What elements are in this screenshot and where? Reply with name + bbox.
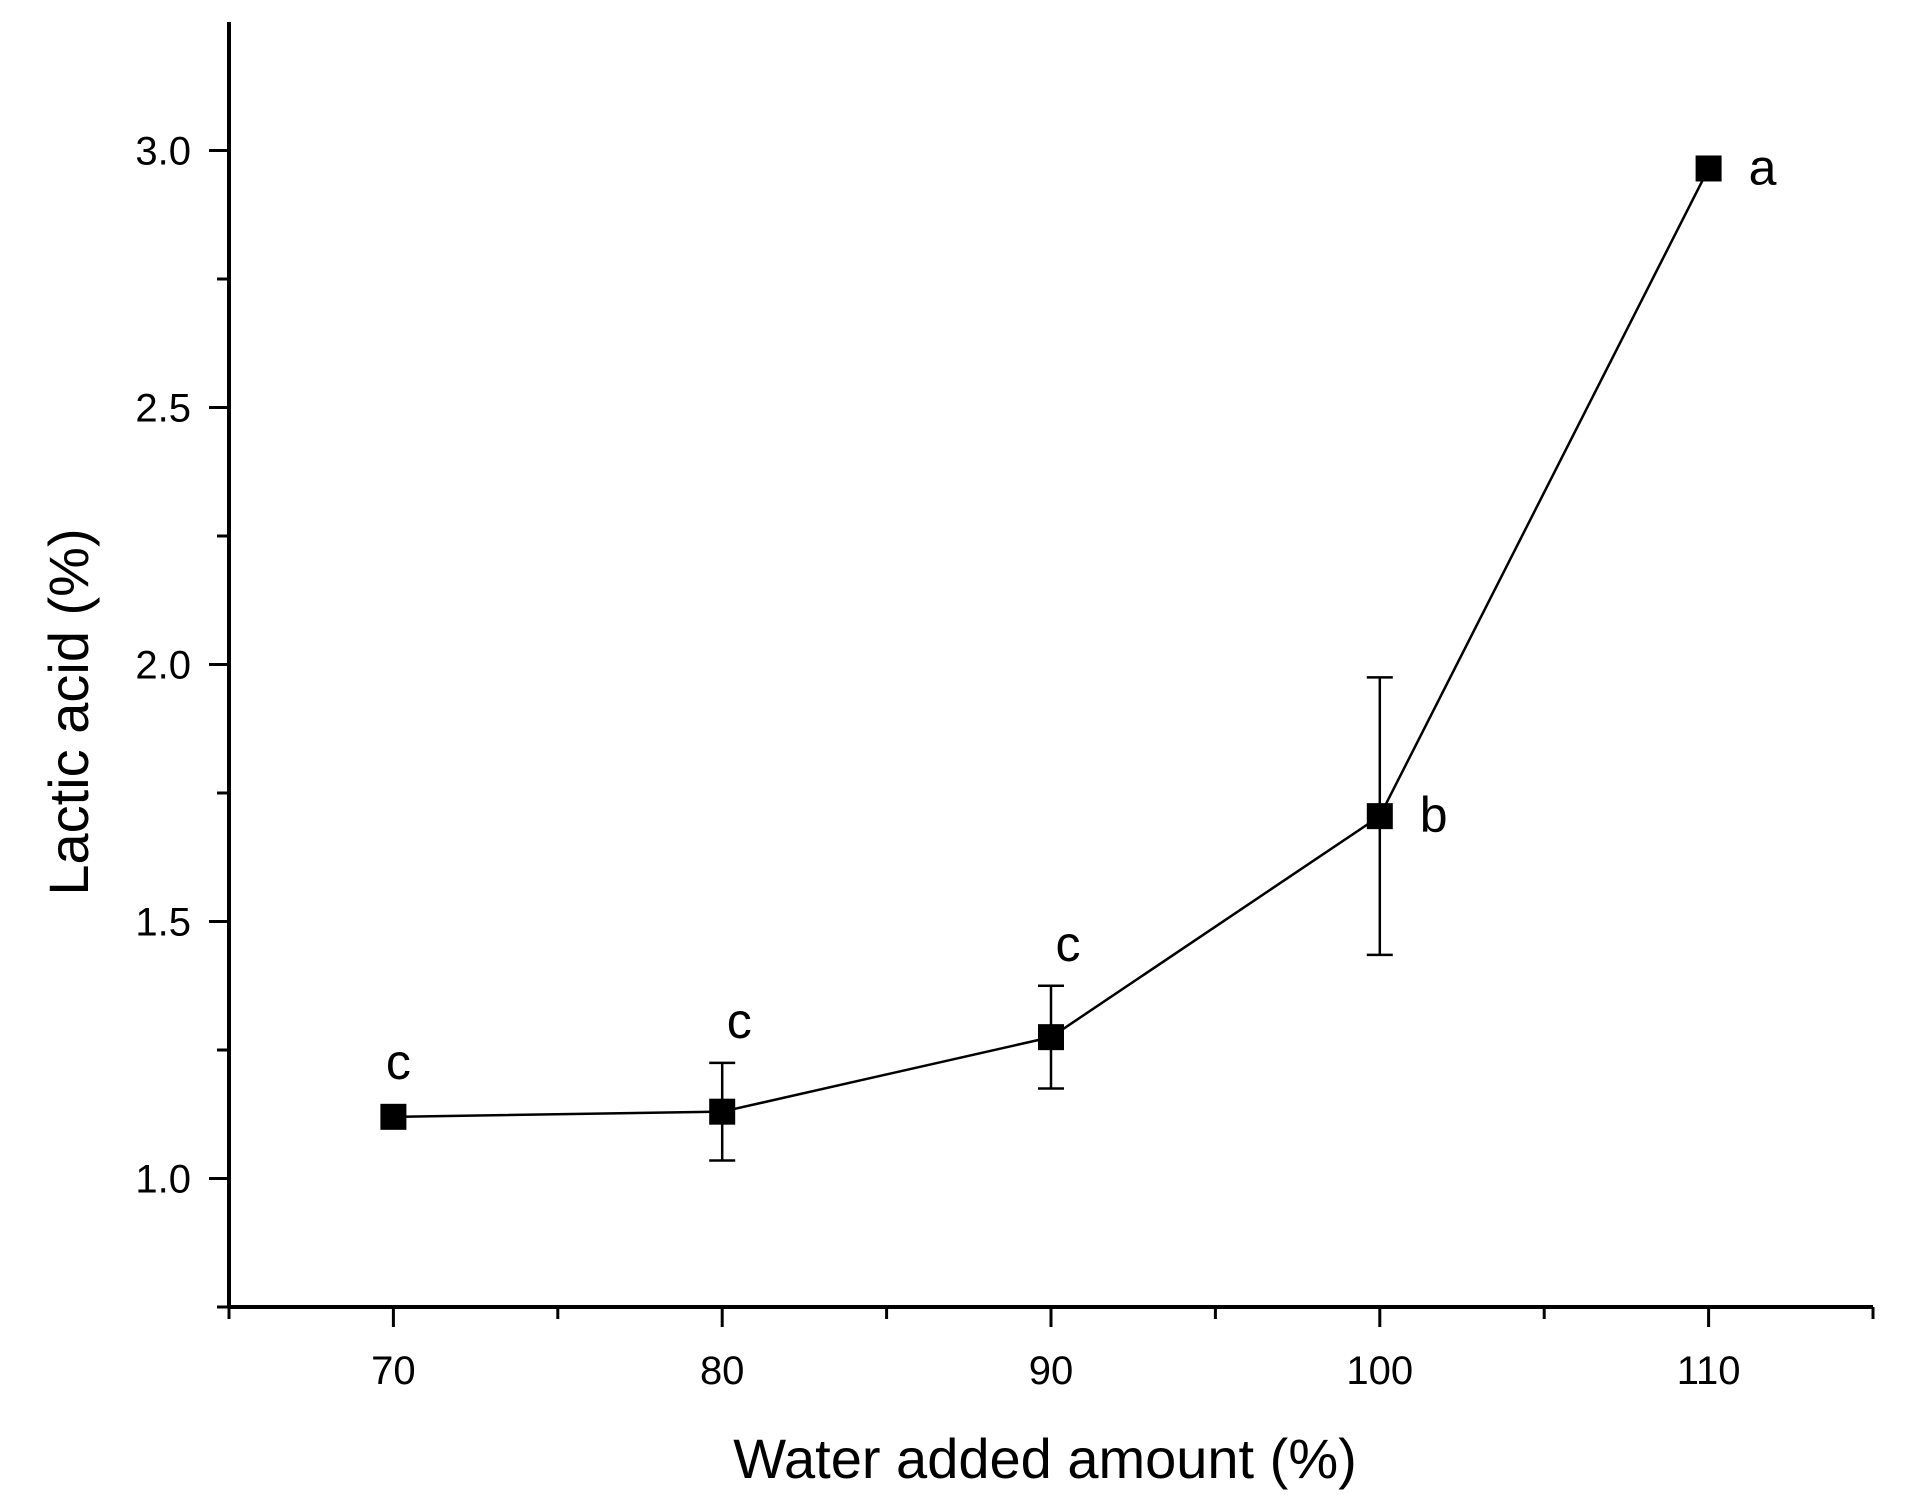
y-tick-label: 3.0 bbox=[135, 130, 191, 174]
data-point-marker bbox=[1695, 155, 1722, 182]
y-axis-title: Lactic acid (%) bbox=[37, 528, 100, 895]
x-tick-label: 90 bbox=[1029, 1349, 1074, 1393]
x-tick-label: 70 bbox=[371, 1349, 416, 1393]
y-tick-label: 2.5 bbox=[135, 387, 191, 431]
data-point-marker bbox=[1038, 1024, 1064, 1051]
significance-letter: c bbox=[1056, 916, 1081, 972]
data-point-marker bbox=[380, 1103, 407, 1130]
data-point-marker bbox=[709, 1098, 736, 1125]
significance-letter: a bbox=[1749, 139, 1777, 195]
x-axis-title: Water added amount (%) bbox=[733, 1427, 1357, 1490]
significance-letter: c bbox=[386, 1034, 411, 1090]
y-tick-label: 1.5 bbox=[135, 901, 191, 945]
axes: 70 80 90 100 110 1.0 1.5 2.0 2.5 3.0 bbox=[135, 22, 1875, 1393]
x-tick-label: 100 bbox=[1346, 1349, 1413, 1393]
y-tick-label: 1.0 bbox=[135, 1158, 191, 1202]
significance-letter: c bbox=[727, 993, 752, 1049]
data-point-marker bbox=[1366, 803, 1393, 830]
significance-letter: b bbox=[1420, 787, 1448, 843]
data-series: c c c b a bbox=[380, 139, 1777, 1162]
x-tick-label: 110 bbox=[1677, 1349, 1741, 1393]
y-tick-label: 2.0 bbox=[135, 644, 191, 688]
x-tick-label: 80 bbox=[700, 1349, 745, 1393]
